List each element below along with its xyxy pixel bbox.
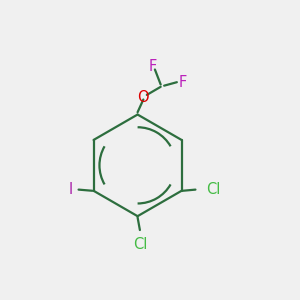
- Text: F: F: [148, 58, 157, 74]
- Text: O: O: [137, 90, 149, 105]
- Text: F: F: [178, 75, 187, 90]
- Text: I: I: [68, 182, 73, 197]
- Text: Cl: Cl: [133, 237, 147, 252]
- Text: Cl: Cl: [206, 182, 220, 197]
